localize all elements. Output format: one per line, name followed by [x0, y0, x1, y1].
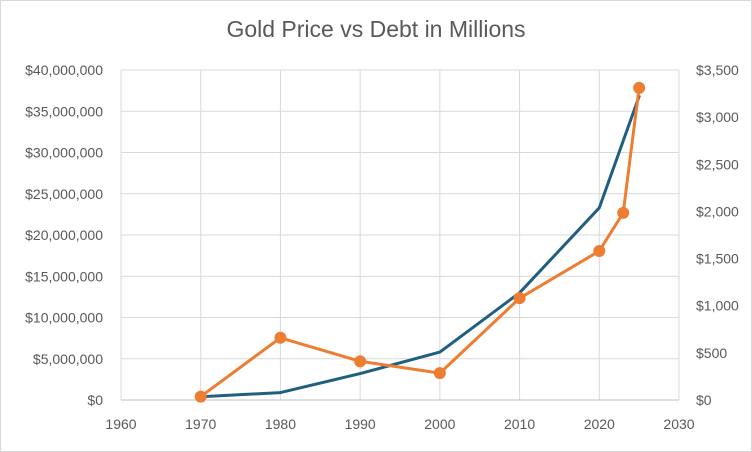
gridlines	[120, 69, 680, 400]
y-tick-label: $15,000,000	[25, 268, 103, 284]
series-2-point	[194, 390, 207, 403]
y-tick-label: $0	[87, 392, 103, 408]
x-tick-label: 2030	[663, 416, 694, 432]
y2-tick-label: $0	[696, 392, 712, 408]
x-tick-label: 2000	[424, 416, 455, 432]
series	[194, 81, 646, 403]
y2-tick-label: $1,500	[696, 251, 739, 267]
y-tick-label: $5,000,000	[33, 351, 103, 367]
y2-tick-label: $500	[696, 345, 727, 361]
y-tick-label: $20,000,000	[25, 227, 103, 243]
x-tick-label: 2010	[504, 416, 535, 432]
series-2-point	[274, 331, 287, 344]
series-line-1	[199, 94, 641, 399]
tick-labels: $0 $5,000,000 $10,000,000 $15,000,000 $20,00…	[25, 62, 739, 432]
y-tick-label: $35,000,000	[25, 103, 103, 119]
series-2-point	[354, 355, 367, 368]
x-tick-label: 1970	[185, 416, 216, 432]
x-tick-label: 1960	[105, 416, 136, 432]
series-2-point	[593, 245, 606, 258]
y2-tick-label: $3,500	[696, 62, 739, 78]
y-tick-label: $10,000,000	[25, 310, 103, 326]
series-2-point	[617, 206, 630, 219]
series-2-point	[433, 367, 446, 380]
y-tick-label: $30,000,000	[25, 145, 103, 161]
y2-tick-label: $1,000	[696, 298, 739, 314]
y-tick-label: $40,000,000	[25, 62, 103, 78]
y2-tick-label: $3,000	[696, 109, 739, 125]
chart-title: Gold Price vs Debt in Millions	[226, 16, 526, 42]
y2-tick-label: $2,500	[696, 156, 739, 172]
x-tick-label: 1990	[345, 416, 376, 432]
series-line-2	[199, 86, 641, 399]
y2-tick-label: $2,000	[696, 203, 739, 219]
series-2-point	[513, 292, 526, 305]
x-tick-label: 1980	[265, 416, 296, 432]
x-tick-label: 2020	[584, 416, 615, 432]
series-2-point	[633, 81, 646, 94]
y-tick-label: $25,000,000	[25, 186, 103, 202]
